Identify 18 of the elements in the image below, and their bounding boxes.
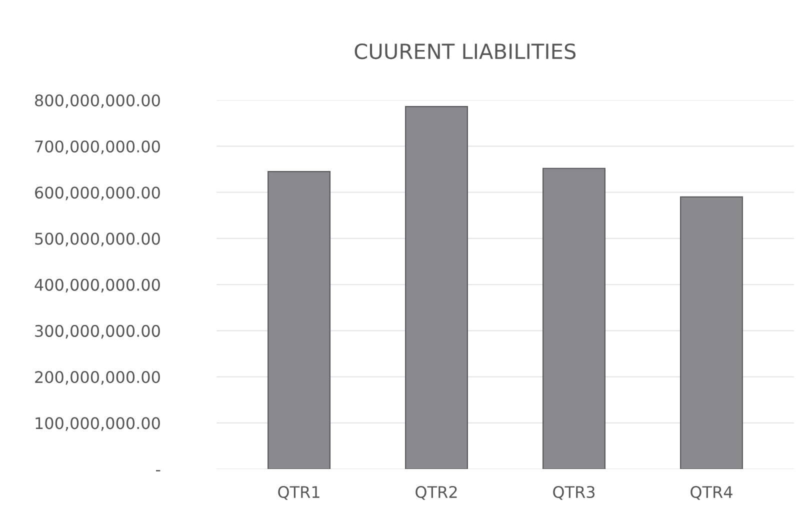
bar [680,196,743,470]
y-tick-label: 100,000,000.00 [36,417,160,431]
x-tick-label: QTR3 [553,486,595,500]
y-tick-label: 800,000,000.00 [35,94,160,108]
y-tick-label: - [156,470,160,472]
x-tick-label: QTR2 [416,486,457,500]
x-tick-label: QTR1 [278,486,320,500]
x-tick-label: QTR4 [690,486,732,500]
y-tick-label: 300,000,000.00 [35,324,160,339]
bar [542,168,606,470]
bar [405,106,468,470]
y-tick-label: 500,000,000.00 [35,232,160,246]
y-tick-label: 200,000,000.00 [35,371,160,385]
chart-title: CUURENT LIABILITIES [354,43,576,60]
bar [268,171,331,470]
y-tick-label: 600,000,000.00 [35,186,160,200]
y-tick-label: 400,000,000.00 [34,278,160,293]
y-tick-label: 700,000,000.00 [35,140,160,154]
